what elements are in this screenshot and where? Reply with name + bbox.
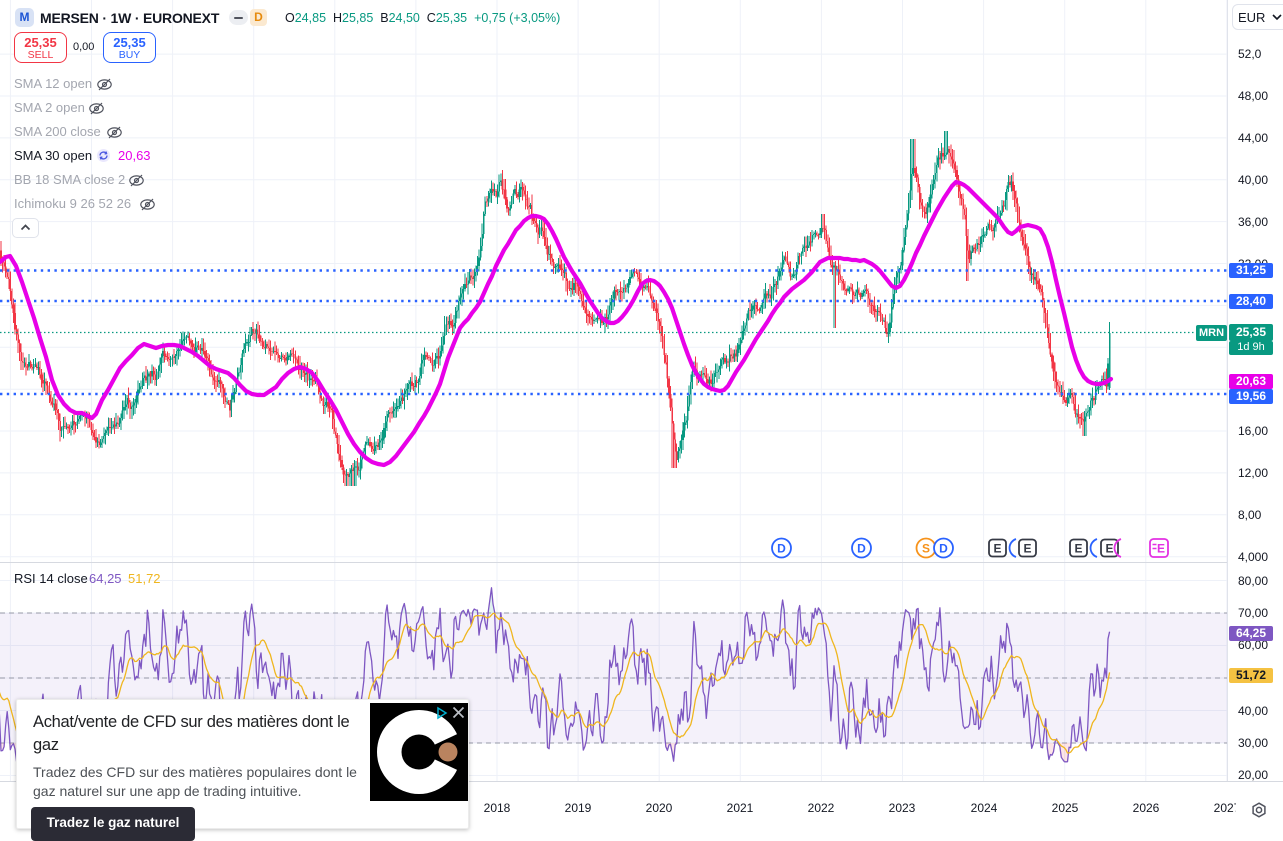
svg-text:D: D bbox=[777, 541, 786, 555]
svg-text:E: E bbox=[1023, 541, 1031, 555]
svg-text:D: D bbox=[939, 541, 948, 555]
svg-text:E: E bbox=[1105, 541, 1113, 555]
svg-text:D: D bbox=[857, 541, 866, 555]
svg-text:E: E bbox=[993, 541, 1001, 555]
svg-text:E: E bbox=[1157, 541, 1165, 555]
svg-text:S: S bbox=[922, 541, 930, 555]
svg-text:E: E bbox=[1074, 541, 1082, 555]
